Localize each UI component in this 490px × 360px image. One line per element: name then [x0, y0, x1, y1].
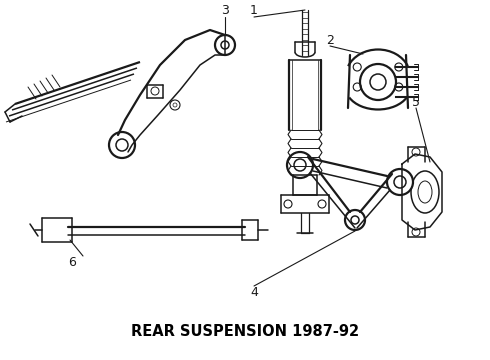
Text: 4: 4 — [250, 285, 258, 298]
Text: 6: 6 — [68, 256, 76, 269]
Circle shape — [360, 64, 396, 100]
Circle shape — [109, 132, 135, 158]
Circle shape — [287, 152, 313, 178]
Circle shape — [387, 169, 413, 195]
Circle shape — [215, 35, 235, 55]
Circle shape — [345, 210, 365, 230]
Text: 5: 5 — [412, 95, 420, 108]
Text: 2: 2 — [326, 33, 334, 46]
Text: 3: 3 — [221, 4, 229, 18]
Text: 1: 1 — [250, 4, 258, 18]
Text: REAR SUSPENSION 1987-92: REAR SUSPENSION 1987-92 — [131, 324, 359, 339]
